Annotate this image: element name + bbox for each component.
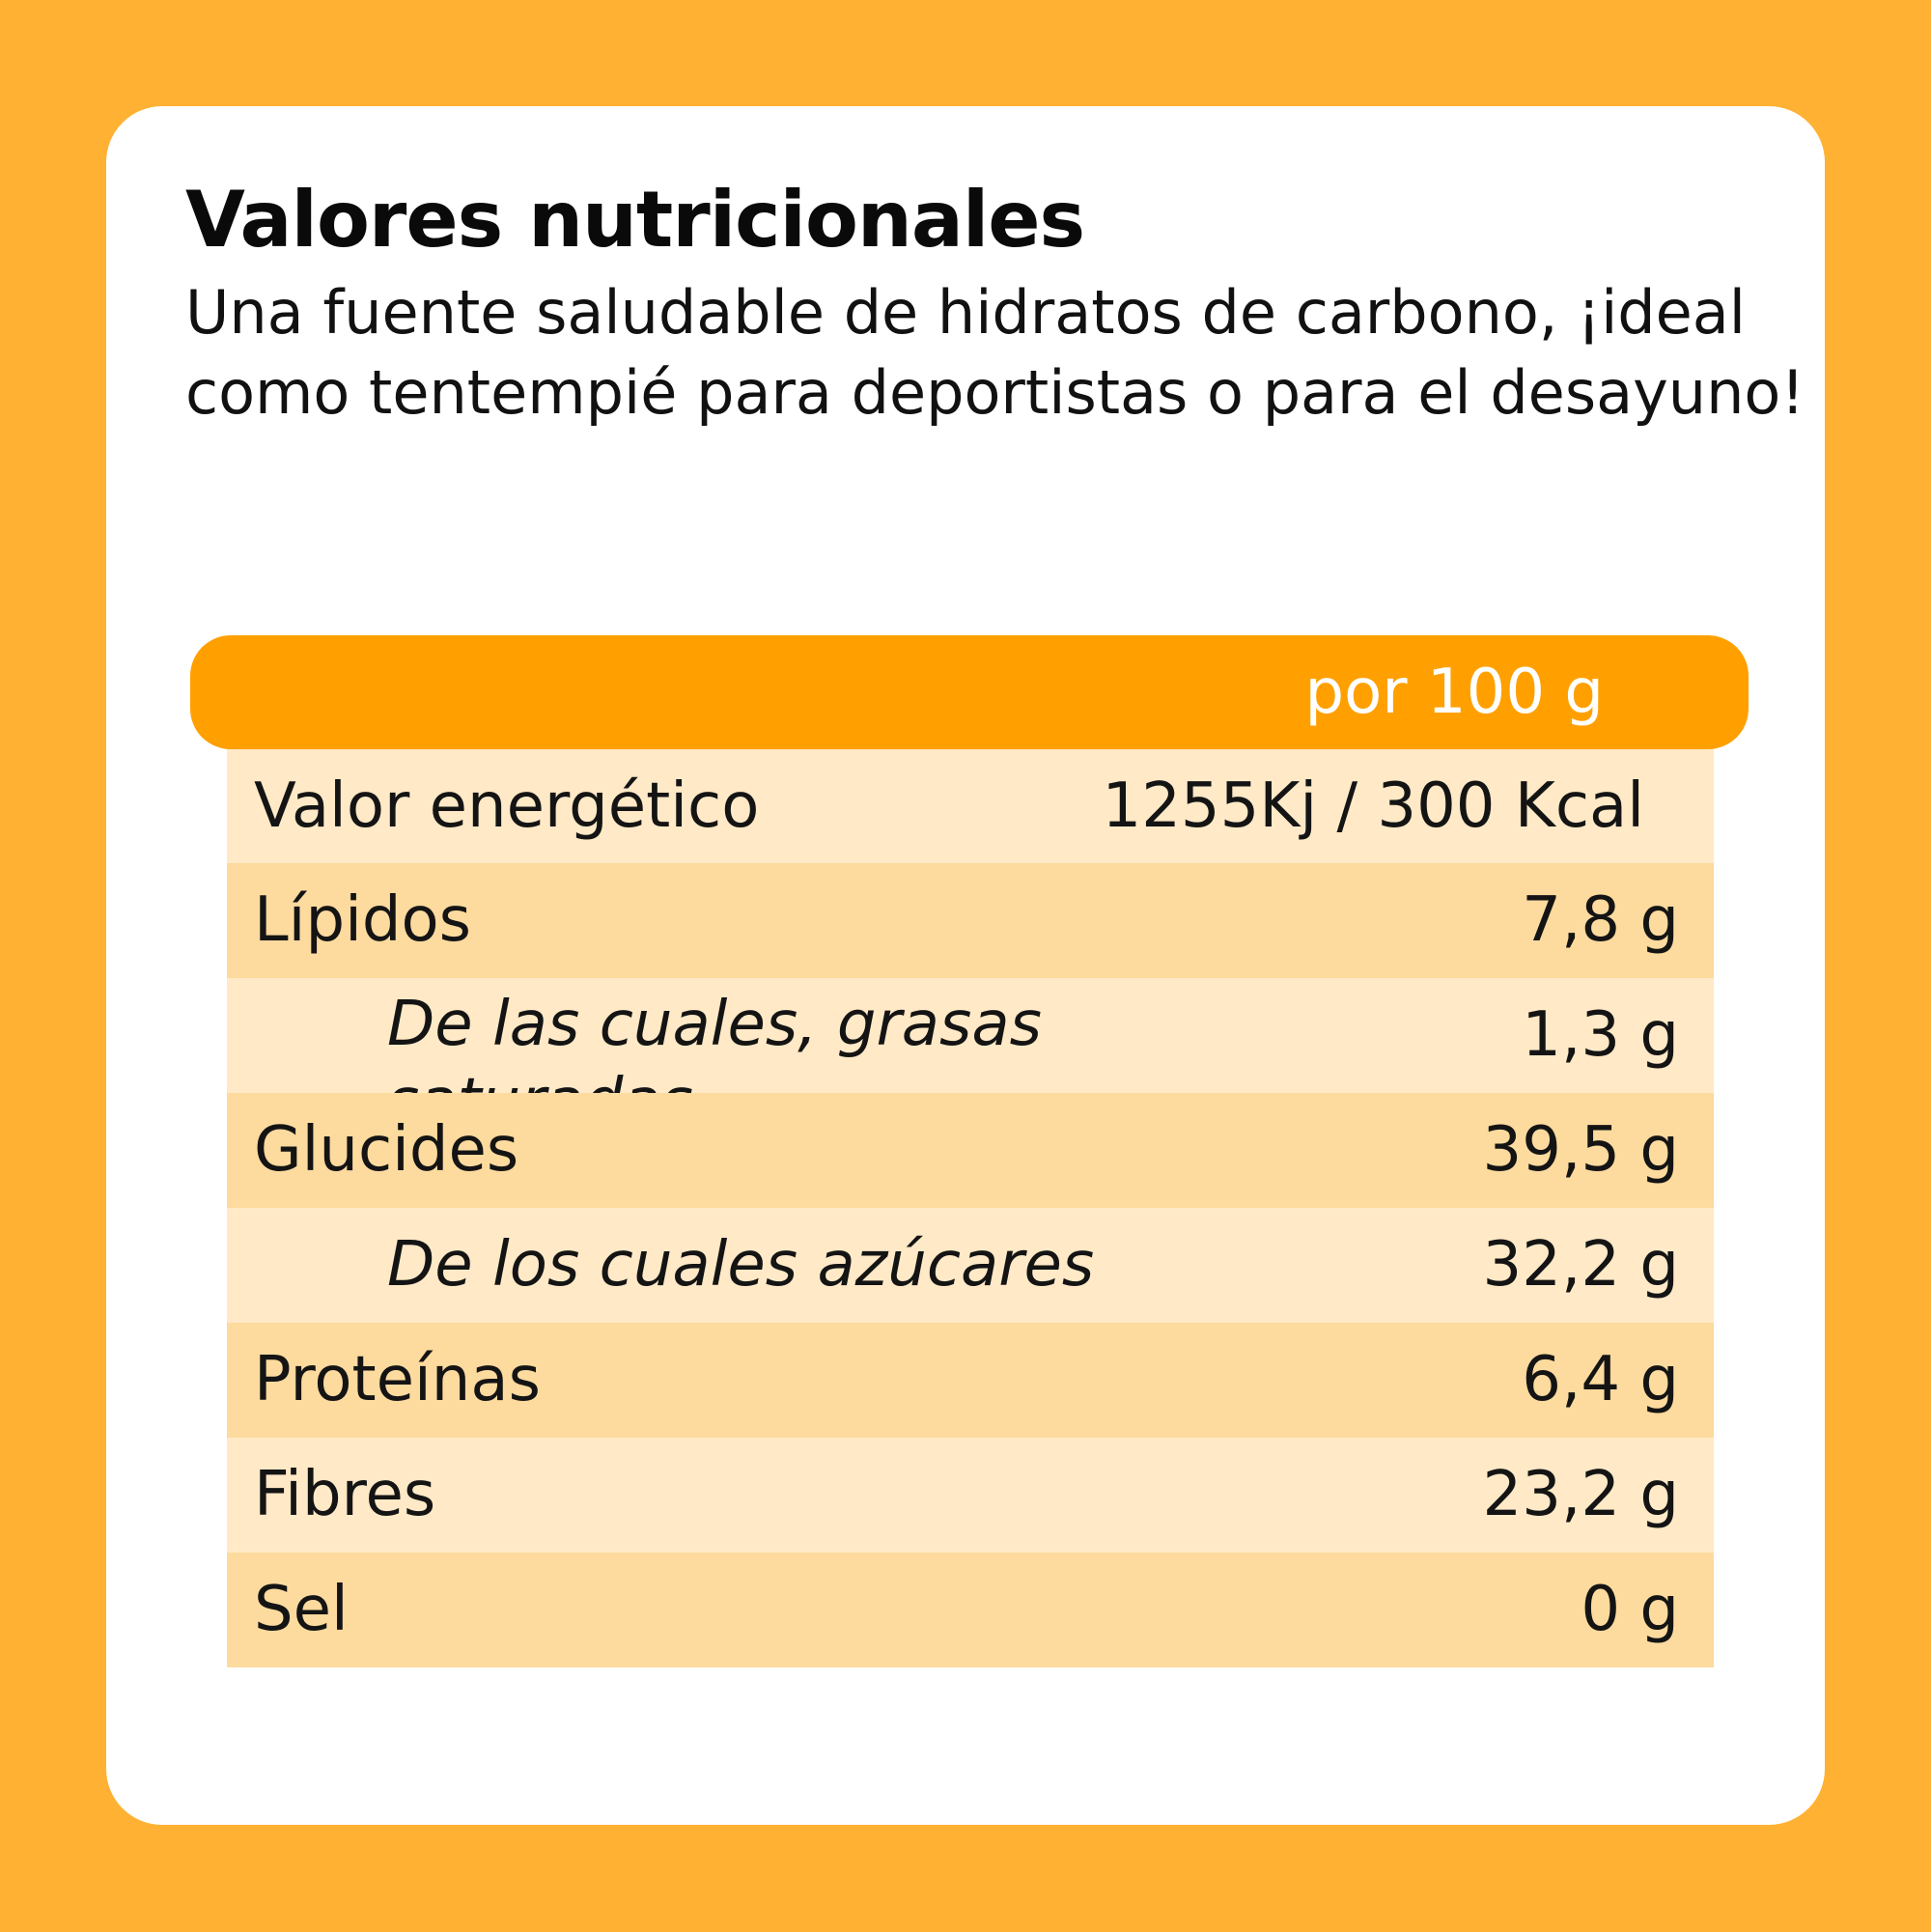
row-value: 39,5 g [1482, 1114, 1679, 1186]
table-row-carbohydrates: Glucides 39,5 g [227, 1093, 1714, 1208]
table-row-sugars: De los cuales azúcares 32,2 g [227, 1208, 1714, 1323]
page-title: Valores nutricionales [185, 175, 1085, 265]
row-label: Valor energético [254, 770, 760, 842]
row-value: 1255Kj / 300 Kcal [1102, 770, 1644, 842]
table-row-fibre: Fibres 23,2 g [227, 1438, 1714, 1553]
table-row-saturated-fat: De las cuales, grasas saturadas 1,3 g [227, 978, 1714, 1137]
nutrition-table-header: por 100 g [190, 635, 1749, 749]
row-label: Fibres [254, 1459, 436, 1530]
row-value: 6,4 g [1522, 1344, 1679, 1415]
nutrition-table: Valor energético 1255Kj / 300 Kcal Lípid… [227, 749, 1714, 1667]
row-label: Proteínas [254, 1344, 541, 1415]
row-value: 23,2 g [1482, 1459, 1679, 1530]
row-value: 0 g [1581, 1574, 1679, 1645]
table-row-salt: Sel 0 g [227, 1553, 1714, 1667]
page-subtitle: Una fuente saludable de hidratos de carb… [185, 277, 1805, 428]
row-value: 32,2 g [1482, 1229, 1679, 1301]
per-100g-label: por 100 g [1304, 657, 1604, 728]
row-label: Lípidos [254, 884, 471, 956]
row-label: De los cuales azúcares [387, 1229, 1095, 1301]
row-label: Sel [254, 1574, 349, 1645]
table-row-lipids: Lípidos 7,8 g [227, 863, 1714, 978]
row-value: 7,8 g [1522, 884, 1679, 956]
nutrition-card: Valores nutricionales Una fuente saludab… [106, 106, 1825, 1825]
table-row-energy: Valor energético 1255Kj / 300 Kcal [227, 749, 1714, 863]
row-label: Glucides [254, 1114, 519, 1186]
table-row-proteins: Proteínas 6,4 g [227, 1323, 1714, 1438]
row-value: 1,3 g [1522, 999, 1679, 1071]
